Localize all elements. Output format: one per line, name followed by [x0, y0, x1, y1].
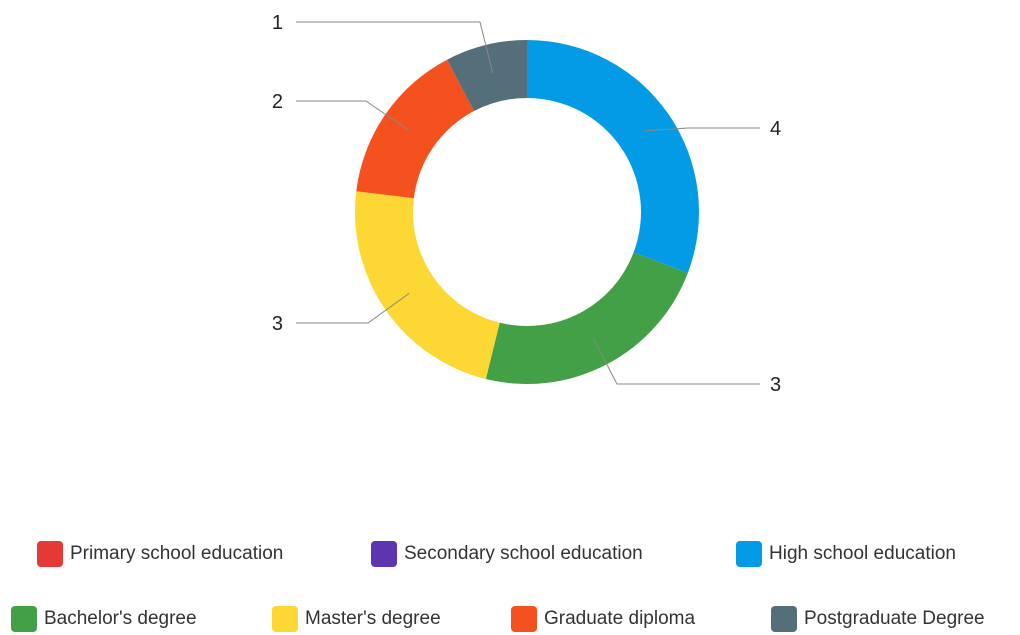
legend-label-graduate-diploma: Graduate diploma — [544, 608, 696, 629]
data-label-masters: 3 — [272, 313, 283, 335]
leader-line-graduate-diploma — [296, 100, 410, 132]
legend-item-postgraduate[interactable]: Postgraduate Degree — [771, 604, 985, 634]
legend-item-primary-school[interactable]: Primary school education — [37, 539, 283, 569]
leader-line-bachelors — [593, 338, 760, 385]
donut-slice-masters[interactable] — [354, 191, 500, 380]
legend-swatch-bachelors — [11, 606, 37, 632]
data-label-postgraduate: 1 — [272, 12, 283, 34]
legend-item-high-school[interactable]: High school education — [736, 539, 956, 569]
legend-swatch-primary-school — [37, 541, 63, 567]
legend-label-bachelors: Bachelor's degree — [44, 608, 197, 629]
legend-item-graduate-diploma[interactable]: Graduate diploma — [511, 604, 695, 634]
donut-slice-graduate-diploma[interactable] — [356, 59, 475, 199]
donut-slice-high-school[interactable] — [527, 40, 700, 273]
data-label-bachelors: 3 — [770, 374, 781, 396]
legend-row-1: Primary school education Secondary schoo… — [0, 539, 1020, 569]
legend-label-high-school: High school education — [769, 543, 956, 564]
legend-swatch-masters — [272, 606, 298, 632]
data-label-graduate-diploma: 2 — [272, 91, 283, 113]
leader-line-high-school — [644, 127, 760, 132]
donut-slice-postgraduate[interactable] — [447, 40, 527, 112]
legend-swatch-high-school — [736, 541, 762, 567]
data-label-high-school: 4 — [770, 118, 781, 140]
legend-label-postgraduate: Postgraduate Degree — [804, 608, 985, 629]
legend-item-secondary-school[interactable]: Secondary school education — [371, 539, 643, 569]
legend-label-masters: Master's degree — [305, 608, 441, 629]
legend-label-primary-school: Primary school education — [70, 543, 284, 564]
legend-item-bachelors[interactable]: Bachelor's degree — [11, 604, 197, 634]
donut-slice-bachelors[interactable] — [485, 252, 688, 384]
legend-swatch-postgraduate — [771, 606, 797, 632]
legend-label-secondary-school: Secondary school education — [404, 543, 643, 564]
legend-item-masters[interactable]: Master's degree — [272, 604, 441, 634]
leader-line-postgraduate — [296, 21, 494, 74]
legend-swatch-graduate-diploma — [511, 606, 537, 632]
legend-swatch-secondary-school — [371, 541, 397, 567]
legend-row-2: Bachelor's degree Master's degree Gradua… — [0, 604, 1020, 634]
leader-line-masters — [296, 292, 410, 324]
